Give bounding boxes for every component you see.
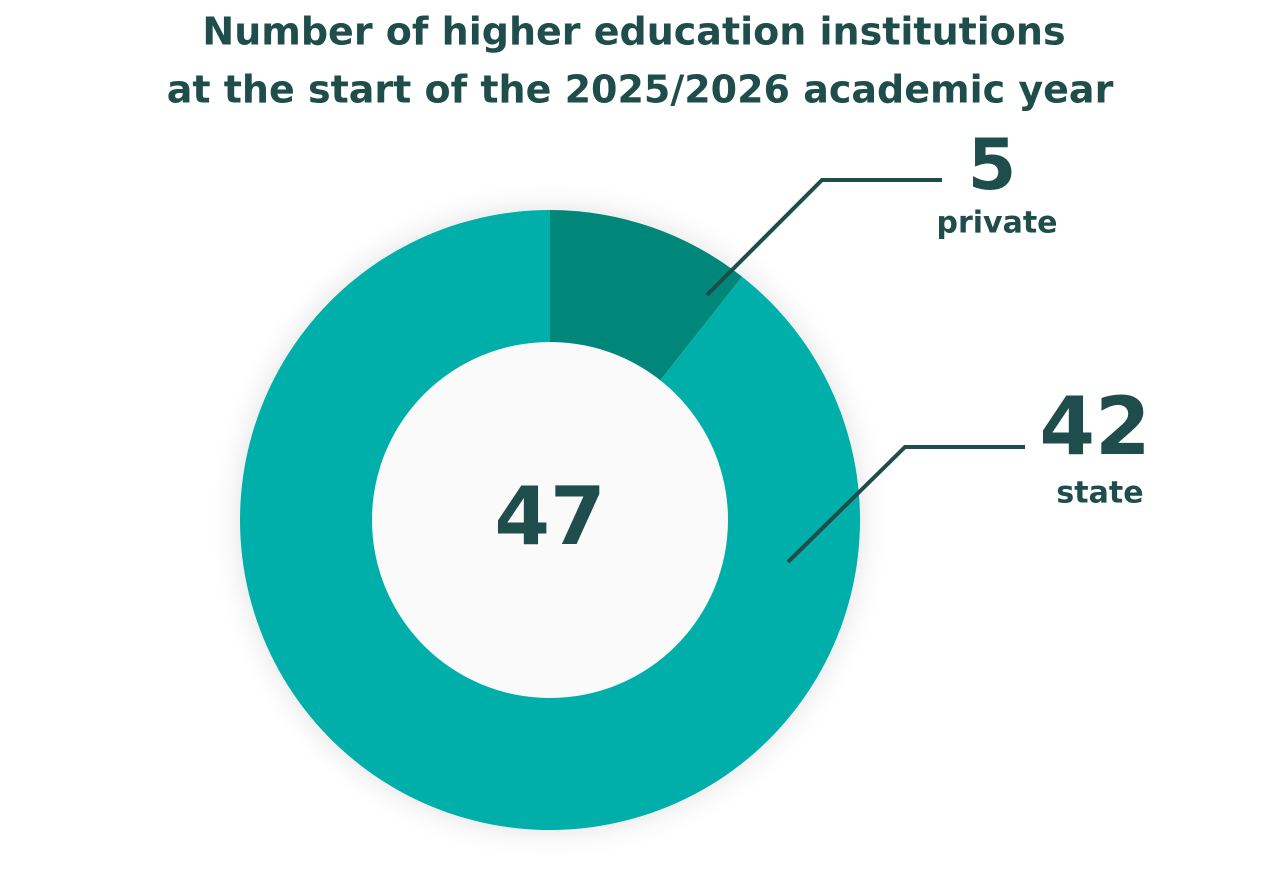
leader-line [786,445,1025,564]
value-label: 42 [1039,380,1150,473]
value-label: 5 [968,124,1017,206]
total-label: 47 [494,470,605,563]
chart-title: Number of higher education institutions [202,10,1065,54]
leader-line [705,178,942,297]
category-label: state [1056,476,1143,511]
donut-hole [372,342,728,698]
chart-title: at the start of the 2025/2026 academic y… [167,68,1114,112]
category-label: private [936,206,1057,241]
